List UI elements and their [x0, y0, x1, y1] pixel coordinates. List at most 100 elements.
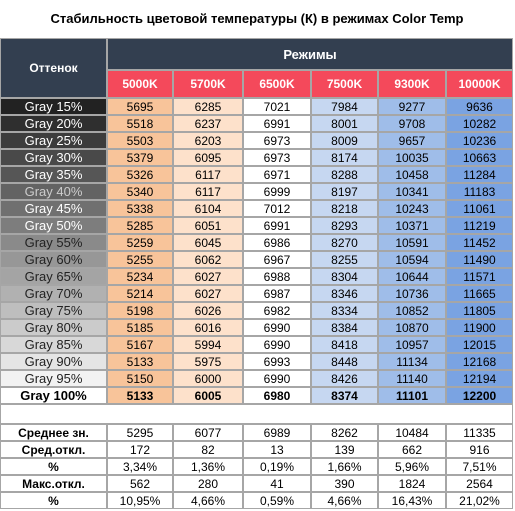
summary-cell: 13 — [243, 441, 311, 458]
value-cell: 5379 — [107, 149, 173, 166]
summary-cell: 11335 — [446, 424, 513, 441]
value-cell: 11805 — [446, 302, 513, 319]
summary-cell: 10484 — [378, 424, 446, 441]
summary-cell: 280 — [173, 475, 243, 492]
row-label: Gray 30% — [0, 149, 107, 166]
value-cell: 5285 — [107, 217, 173, 234]
value-cell: 6999 — [243, 183, 311, 200]
row-label: Gray 15% — [0, 98, 107, 115]
row-label: Gray 85% — [0, 336, 107, 353]
value-cell: 9277 — [378, 98, 446, 115]
summary-cell: 3,34% — [107, 458, 173, 475]
value-cell: 6027 — [173, 268, 243, 285]
value-cell: 6062 — [173, 251, 243, 268]
value-cell: 6203 — [173, 132, 243, 149]
value-cell: 6993 — [243, 353, 311, 370]
value-cell: 8288 — [311, 166, 378, 183]
value-cell: 11571 — [446, 268, 513, 285]
value-cell: 11101 — [378, 387, 446, 404]
value-cell: 6104 — [173, 200, 243, 217]
summary-cell: 172 — [107, 441, 173, 458]
value-cell: 8293 — [311, 217, 378, 234]
value-cell: 8304 — [311, 268, 378, 285]
column-header: 9300K — [378, 70, 446, 98]
value-cell: 8448 — [311, 353, 378, 370]
value-cell: 11140 — [378, 370, 446, 387]
value-cell: 11490 — [446, 251, 513, 268]
column-header: 5700K — [173, 70, 243, 98]
row-label: Gray 75% — [0, 302, 107, 319]
value-cell: 10591 — [378, 234, 446, 251]
summary-label: Сред.откл. — [0, 441, 107, 458]
value-cell: 11219 — [446, 217, 513, 234]
summary-cell: 4,66% — [173, 492, 243, 509]
row-label: Gray 95% — [0, 370, 107, 387]
row-label: Gray 55% — [0, 234, 107, 251]
value-cell: 6026 — [173, 302, 243, 319]
value-cell: 5185 — [107, 319, 173, 336]
row-label: Gray 90% — [0, 353, 107, 370]
value-cell: 8218 — [311, 200, 378, 217]
summary-cell: 562 — [107, 475, 173, 492]
value-cell: 6991 — [243, 217, 311, 234]
summary-cell: 6989 — [243, 424, 311, 441]
value-cell: 6990 — [243, 370, 311, 387]
value-cell: 5259 — [107, 234, 173, 251]
value-cell: 12200 — [446, 387, 513, 404]
value-cell: 6973 — [243, 149, 311, 166]
summary-cell: 5295 — [107, 424, 173, 441]
value-cell: 8255 — [311, 251, 378, 268]
value-cell: 10243 — [378, 200, 446, 217]
value-cell: 8270 — [311, 234, 378, 251]
row-label: Gray 20% — [0, 115, 107, 132]
value-cell: 6991 — [243, 115, 311, 132]
summary-cell: 2564 — [446, 475, 513, 492]
summary-cell: 662 — [378, 441, 446, 458]
row-label: Gray 35% — [0, 166, 107, 183]
value-cell: 11284 — [446, 166, 513, 183]
row-label: Gray 40% — [0, 183, 107, 200]
value-cell: 5975 — [173, 353, 243, 370]
summary-cell: 16,43% — [378, 492, 446, 509]
value-cell: 11665 — [446, 285, 513, 302]
summary-label: % — [0, 458, 107, 475]
value-cell: 10852 — [378, 302, 446, 319]
title: Стабильность цветовой температуры (К) в … — [0, 0, 514, 37]
value-cell: 5695 — [107, 98, 173, 115]
row-label: Gray 70% — [0, 285, 107, 302]
separator-row — [0, 404, 513, 424]
value-cell: 6986 — [243, 234, 311, 251]
value-cell: 6117 — [173, 183, 243, 200]
summary-cell: 1824 — [378, 475, 446, 492]
summary-cell: 0,59% — [243, 492, 311, 509]
summary-cell: 5,96% — [378, 458, 446, 475]
value-cell: 12015 — [446, 336, 513, 353]
row-label: Gray 45% — [0, 200, 107, 217]
summary-cell: 4,66% — [311, 492, 378, 509]
value-cell: 9636 — [446, 98, 513, 115]
summary-cell: 82 — [173, 441, 243, 458]
value-cell: 10957 — [378, 336, 446, 353]
value-cell: 8197 — [311, 183, 378, 200]
summary-cell: 10,95% — [107, 492, 173, 509]
value-cell: 11900 — [446, 319, 513, 336]
column-header: 7500K — [311, 70, 378, 98]
value-cell: 6990 — [243, 336, 311, 353]
value-cell: 10870 — [378, 319, 446, 336]
value-cell: 6990 — [243, 319, 311, 336]
value-cell: 11134 — [378, 353, 446, 370]
value-cell: 10035 — [378, 149, 446, 166]
summary-cell: 0,19% — [243, 458, 311, 475]
value-cell: 6967 — [243, 251, 311, 268]
value-cell: 10341 — [378, 183, 446, 200]
value-cell: 7012 — [243, 200, 311, 217]
modes-header: Режимы — [107, 38, 513, 70]
value-cell: 12168 — [446, 353, 513, 370]
value-cell: 10736 — [378, 285, 446, 302]
value-cell: 5133 — [107, 387, 173, 404]
summary-cell: 1,66% — [311, 458, 378, 475]
value-cell: 12194 — [446, 370, 513, 387]
value-cell: 8009 — [311, 132, 378, 149]
value-cell: 8374 — [311, 387, 378, 404]
